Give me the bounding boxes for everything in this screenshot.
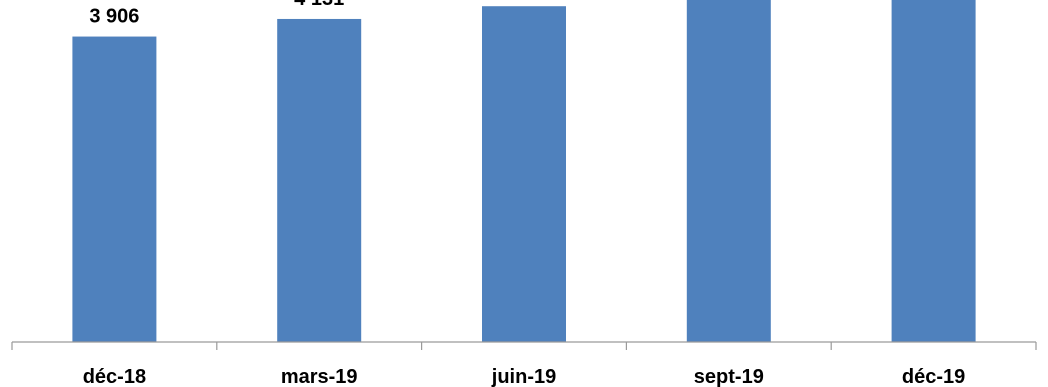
bar <box>891 0 976 342</box>
bar <box>277 18 362 342</box>
x-axis-ticks <box>11 342 1037 350</box>
bars-group <box>72 0 976 343</box>
bar <box>686 0 771 342</box>
category-label: juin-19 <box>491 366 556 387</box>
category-label: déc-18 <box>83 366 146 387</box>
category-label: déc-19 <box>902 366 965 387</box>
category-labels-group: déc-18 mars-19 juin-19 sept-19 déc-19 <box>83 366 966 387</box>
data-labels-group: 3 9064 1314 2944 4914 708 <box>89 0 344 28</box>
data-label: 4 131 <box>294 0 344 10</box>
data-label: 3 906 <box>89 6 139 28</box>
bar <box>482 6 566 343</box>
category-label: sept-19 <box>694 366 764 387</box>
category-label: mars-19 <box>281 366 358 387</box>
bar <box>72 36 157 342</box>
